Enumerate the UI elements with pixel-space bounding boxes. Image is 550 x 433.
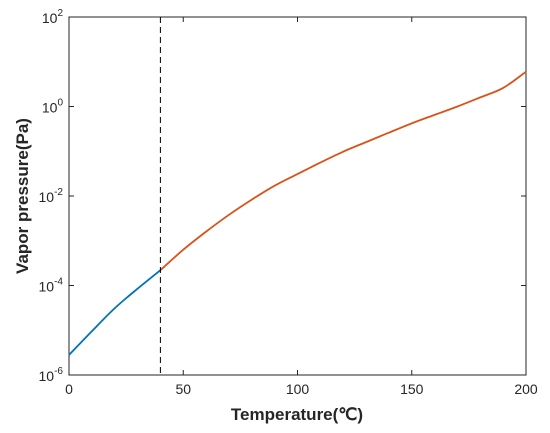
y-tick-label-exponent: -6: [54, 366, 63, 377]
y-tick-label-exponent: 0: [57, 98, 63, 109]
x-tick-label: 200: [514, 381, 538, 397]
y-tick-label-base: 10: [42, 100, 58, 116]
y-tick-label: 100: [42, 98, 64, 116]
series-layer: [68, 70, 527, 356]
y-tick-label-exponent: 2: [57, 8, 63, 19]
y-tick-label-base: 10: [42, 10, 58, 26]
series-line-2: [159, 70, 527, 271]
series-line-1: [68, 269, 161, 356]
y-tick-label-base: 10: [39, 368, 55, 384]
x-tick-label: 100: [286, 381, 310, 397]
y-axis-label: Vapor pressure(Pa): [13, 118, 32, 274]
y-tick-label-exponent: -2: [54, 187, 63, 198]
y-tick-label-base: 10: [39, 279, 55, 295]
y-tick-label: 10-2: [39, 187, 64, 205]
x-tick-label: 50: [175, 381, 191, 397]
x-tick-label: 0: [65, 381, 73, 397]
x-tick-label: 150: [400, 381, 424, 397]
x-axis-ticks: 0 50 100 150 200: [65, 17, 538, 397]
y-tick-label: 10-4: [39, 277, 64, 295]
y-tick-label-exponent: -4: [54, 277, 63, 288]
x-axis-label: Temperature(℃): [231, 405, 363, 424]
y-tick-label: 10-6: [39, 366, 64, 384]
y-tick-label: 102: [42, 8, 64, 26]
plot-area: [68, 16, 527, 376]
y-tick-label-base: 10: [39, 189, 55, 205]
